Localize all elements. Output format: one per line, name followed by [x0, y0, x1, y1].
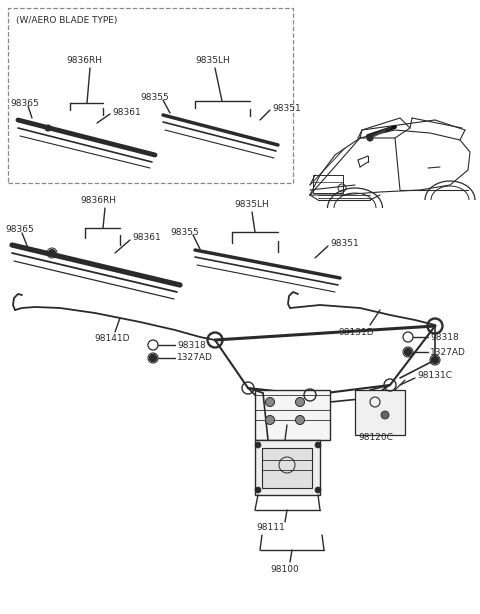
- Circle shape: [381, 411, 389, 419]
- Text: 98141D: 98141D: [94, 333, 130, 343]
- Text: 98365: 98365: [5, 225, 34, 233]
- Circle shape: [265, 397, 275, 406]
- Text: 98355: 98355: [140, 93, 169, 101]
- Circle shape: [367, 135, 373, 141]
- Bar: [8, 8, 293, 183]
- Circle shape: [432, 357, 439, 363]
- Text: 9835LH: 9835LH: [234, 200, 269, 209]
- Text: 98361: 98361: [112, 107, 141, 117]
- Text: 98355: 98355: [170, 228, 199, 236]
- Circle shape: [48, 249, 56, 257]
- Text: 9836RH: 9836RH: [66, 55, 102, 64]
- Text: 98351: 98351: [330, 238, 359, 247]
- Text: 98131C: 98131C: [417, 370, 452, 379]
- Text: 1327AD: 1327AD: [177, 354, 213, 362]
- Circle shape: [45, 125, 51, 131]
- Text: 98120C: 98120C: [358, 433, 393, 443]
- Circle shape: [315, 487, 321, 493]
- Circle shape: [296, 397, 304, 406]
- Text: 98351: 98351: [272, 104, 301, 112]
- Bar: [313, 175, 343, 193]
- Text: 98100: 98100: [270, 565, 299, 575]
- Text: 98131D: 98131D: [338, 327, 373, 336]
- Text: (W/AERO BLADE TYPE): (W/AERO BLADE TYPE): [16, 15, 118, 25]
- Bar: [255, 440, 320, 495]
- Text: 98318: 98318: [430, 333, 459, 341]
- Bar: [262, 448, 312, 488]
- Text: 98111: 98111: [256, 523, 285, 532]
- Circle shape: [315, 442, 321, 448]
- Bar: [255, 390, 330, 440]
- Circle shape: [255, 487, 261, 493]
- Text: 98318: 98318: [177, 341, 206, 349]
- Bar: [355, 390, 405, 435]
- Text: 9835LH: 9835LH: [195, 55, 230, 64]
- Circle shape: [405, 349, 411, 356]
- Circle shape: [149, 354, 156, 362]
- Text: 98365: 98365: [10, 98, 39, 107]
- Text: 9836RH: 9836RH: [80, 195, 116, 204]
- Text: 98361: 98361: [132, 233, 161, 241]
- Circle shape: [296, 416, 304, 424]
- Circle shape: [265, 416, 275, 424]
- Circle shape: [255, 442, 261, 448]
- Text: 1327AD: 1327AD: [430, 348, 466, 357]
